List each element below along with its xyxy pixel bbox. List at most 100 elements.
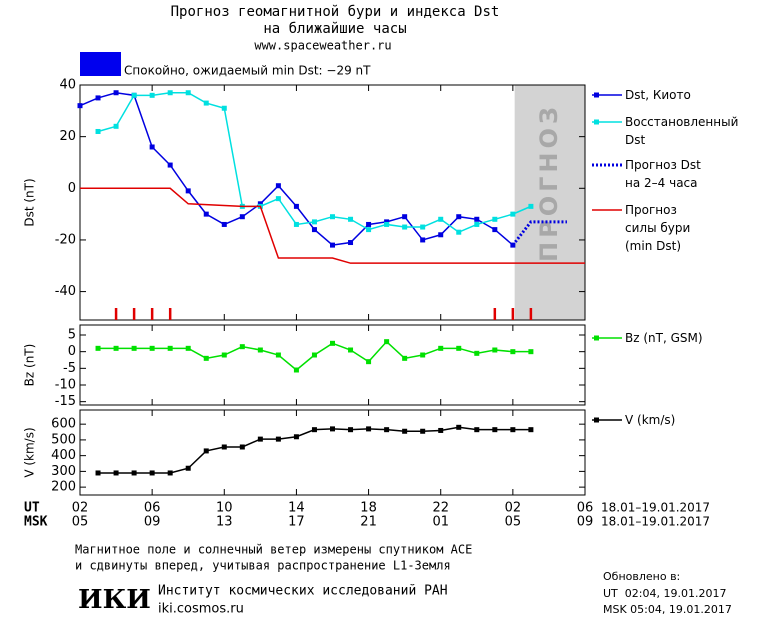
point: [311, 352, 317, 358]
point: [420, 428, 426, 434]
y-tick-label: 200: [51, 480, 76, 495]
x-tick-label-msk: 05: [72, 515, 89, 530]
point: [95, 470, 101, 476]
date-range: 18.01–19.01.2017: [601, 501, 710, 515]
y-tick-label: 5: [68, 328, 76, 343]
point: [167, 162, 173, 168]
point: [221, 352, 227, 358]
point: [77, 103, 83, 109]
point: [348, 427, 354, 433]
point: [330, 242, 335, 248]
point: [293, 203, 299, 209]
point: [239, 214, 245, 220]
point: [438, 232, 444, 238]
point: [402, 224, 408, 230]
status-indicator: [80, 52, 121, 76]
point: [402, 428, 408, 434]
point: [149, 470, 155, 476]
point: [113, 345, 119, 351]
y-tick-label: 600: [51, 417, 76, 432]
point: [420, 352, 426, 358]
point: [185, 465, 191, 471]
point: [311, 219, 317, 225]
institute: Институт космических исследований РАН: [158, 584, 448, 599]
point: [221, 444, 227, 450]
point: [257, 347, 263, 353]
url: www.spaceweather.ru: [254, 39, 391, 53]
point: [492, 216, 498, 222]
point: [293, 221, 299, 227]
point: [257, 436, 263, 442]
point: [384, 219, 390, 225]
legend-swatch: [594, 92, 599, 98]
point: [221, 221, 227, 227]
point: [185, 188, 191, 194]
legend-label: Восстановленный Dst: [625, 115, 738, 147]
y-tick-label: -20: [55, 232, 76, 247]
point: [293, 367, 299, 373]
point: [95, 345, 101, 351]
point: [185, 90, 191, 96]
point: [528, 427, 534, 433]
x-tick-label: 02: [505, 501, 522, 516]
plot-frame: [79, 324, 586, 406]
y-tick-label: -40: [55, 284, 76, 299]
y-tick-label: -10: [55, 378, 76, 393]
status: Спокойно, ожидаемый min Dst: −29 nT: [124, 64, 371, 78]
point: [510, 427, 516, 433]
series-line: [511, 220, 567, 247]
point: [384, 221, 390, 227]
legend-swatch: [594, 335, 599, 341]
point: [456, 424, 462, 430]
logo: ИКИ: [78, 585, 151, 615]
point: [95, 128, 101, 134]
y-axis-label: V (km/s): [23, 427, 37, 477]
point: [492, 427, 498, 433]
legend-label: V (km/s): [625, 413, 675, 427]
legend-label: Bz (nT, GSM): [625, 331, 703, 345]
point: [528, 349, 534, 355]
point: [203, 355, 209, 361]
updated-msk: MSK 05:04, 19.01.2017: [603, 603, 732, 616]
x-tick-label-msk: 09: [144, 515, 161, 530]
point: [275, 352, 281, 358]
x-tick-label: 10: [216, 501, 233, 516]
y-tick-label: -5: [63, 361, 76, 376]
legend-swatch: [594, 417, 599, 423]
point: [474, 427, 480, 433]
point: [492, 227, 498, 233]
point: [348, 347, 354, 353]
point: [384, 339, 390, 345]
point: [95, 95, 101, 101]
point: [131, 345, 137, 351]
x-tick-label-msk: 21: [360, 515, 377, 530]
point: [474, 216, 480, 222]
x-tick-label: 02: [72, 501, 89, 516]
updated: Обновлено в:: [603, 570, 680, 583]
point: [456, 229, 462, 235]
legend-swatch: [594, 119, 599, 125]
forecast-label: ПРОГНОЗ: [535, 103, 563, 262]
x-axis-label: UT: [24, 501, 40, 516]
series-line: [97, 91, 532, 234]
forecast-region: [514, 85, 585, 320]
x-tick-label-msk: 01: [432, 515, 449, 530]
point: [330, 214, 335, 220]
point: [330, 426, 335, 432]
point: [257, 201, 263, 207]
point: [149, 144, 155, 150]
point: [293, 434, 299, 440]
point: [384, 427, 390, 433]
point: [330, 340, 335, 346]
point: [167, 470, 173, 476]
x-tick-label: 14: [288, 501, 305, 516]
note: Магнитное поле и солнечный ветер измерен…: [75, 543, 472, 557]
point: [456, 345, 462, 351]
subtitle: на ближайшие часы: [263, 21, 406, 37]
y-tick-label: 0: [68, 344, 76, 359]
point: [402, 355, 408, 361]
point: [239, 344, 245, 350]
plot-frame: [79, 84, 586, 321]
